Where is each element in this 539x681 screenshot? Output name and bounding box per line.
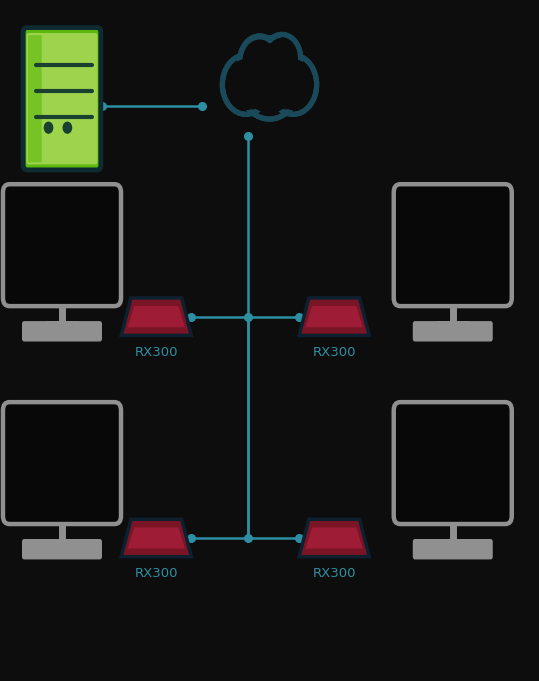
Circle shape [266, 37, 298, 78]
Polygon shape [306, 527, 363, 549]
Circle shape [242, 39, 277, 83]
Text: RX300: RX300 [313, 567, 356, 580]
Circle shape [240, 36, 279, 86]
Text: RX300: RX300 [313, 345, 356, 359]
FancyBboxPatch shape [413, 321, 493, 342]
Circle shape [242, 44, 297, 113]
Circle shape [63, 121, 72, 134]
Circle shape [243, 39, 277, 82]
FancyBboxPatch shape [413, 539, 493, 560]
Circle shape [237, 37, 302, 119]
FancyBboxPatch shape [22, 321, 102, 342]
Polygon shape [121, 520, 191, 557]
Polygon shape [128, 527, 185, 549]
Circle shape [226, 59, 266, 110]
Polygon shape [306, 306, 363, 327]
FancyBboxPatch shape [393, 402, 512, 524]
FancyBboxPatch shape [22, 539, 102, 560]
Circle shape [263, 35, 301, 82]
Circle shape [270, 55, 316, 114]
FancyBboxPatch shape [26, 33, 98, 165]
FancyBboxPatch shape [23, 28, 101, 170]
Polygon shape [128, 306, 185, 327]
Text: RX300: RX300 [135, 567, 178, 580]
Circle shape [44, 121, 53, 134]
Polygon shape [299, 298, 369, 336]
FancyBboxPatch shape [28, 35, 42, 163]
FancyBboxPatch shape [393, 184, 512, 306]
FancyBboxPatch shape [3, 184, 121, 306]
Polygon shape [299, 520, 369, 557]
Circle shape [241, 42, 298, 114]
Circle shape [272, 59, 314, 111]
Circle shape [266, 37, 298, 78]
Text: RX300: RX300 [135, 345, 178, 359]
Circle shape [225, 59, 267, 111]
Circle shape [223, 55, 270, 114]
FancyBboxPatch shape [238, 74, 301, 101]
Circle shape [273, 59, 313, 110]
Polygon shape [121, 298, 191, 336]
FancyBboxPatch shape [3, 402, 121, 524]
